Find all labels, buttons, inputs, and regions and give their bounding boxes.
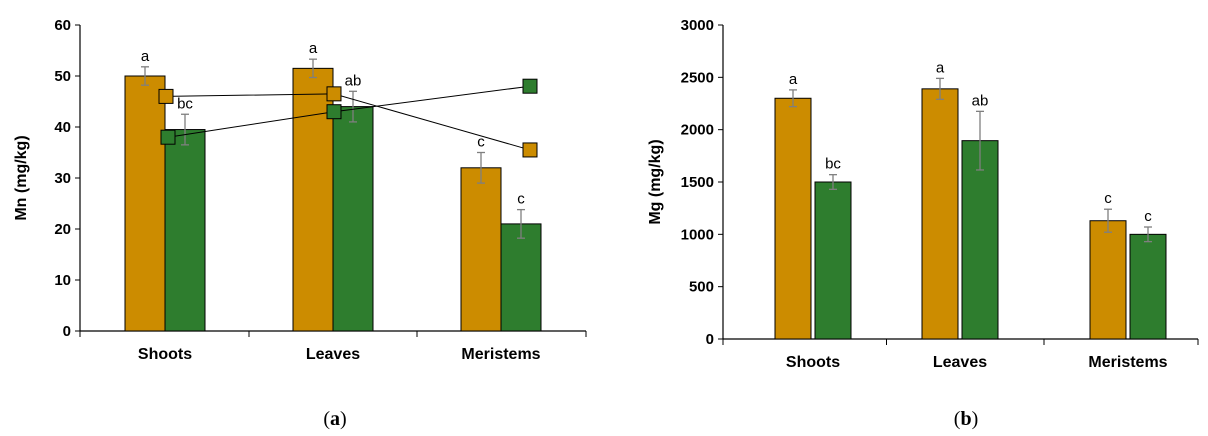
- bar: [1089, 220, 1127, 340]
- data-label: a: [789, 71, 798, 88]
- y-tick-label: 40: [54, 119, 71, 136]
- bar: [164, 129, 206, 332]
- bar: [921, 88, 959, 340]
- bar: [500, 223, 542, 332]
- y-tick-label: 1000: [681, 226, 714, 243]
- line-marker: [522, 78, 538, 94]
- y-axis-label: Mn (mg/kg): [13, 135, 30, 220]
- data-label: bc: [825, 156, 841, 173]
- bar: [774, 97, 812, 340]
- data-label: a: [936, 59, 945, 76]
- data-label: a: [309, 40, 318, 57]
- y-tick-label: 50: [54, 68, 71, 85]
- line-marker: [326, 104, 342, 120]
- chart-panel-b: 0 500 1000 1500 2000 2500 3000 Shoots Leaves Meri…: [647, 17, 1199, 430]
- y-tick-label: 1500: [681, 174, 714, 191]
- x-category-label: Leaves: [933, 354, 987, 371]
- bar: [292, 67, 334, 332]
- data-label: c: [1104, 190, 1112, 207]
- line-marker: [158, 88, 174, 104]
- data-label: ab: [345, 72, 362, 89]
- chart-panel-a: 0 10 20 30 40 50 60 Shoots Leaves Meristems Mn (mg…: [13, 17, 587, 430]
- line-marker: [326, 86, 342, 102]
- y-tick-label: 500: [689, 279, 714, 296]
- x-category-label: Meristems: [1088, 354, 1167, 371]
- panel-label: (b): [954, 408, 978, 430]
- data-label: c: [477, 134, 485, 151]
- line-marker: [522, 142, 538, 158]
- x-category-label: Shoots: [138, 346, 192, 363]
- data-label: c: [1144, 208, 1152, 225]
- bar: [961, 140, 999, 340]
- x-category-label: Shoots: [786, 354, 840, 371]
- bar: [124, 75, 166, 332]
- y-tick-label: 3000: [681, 17, 714, 34]
- y-axis-label: Mg (mg/kg): [647, 139, 664, 224]
- x-category-label: Leaves: [306, 346, 360, 363]
- bar: [1129, 233, 1167, 340]
- bar: [460, 167, 502, 332]
- data-label: a: [141, 48, 150, 65]
- y-tick-label: 20: [54, 221, 71, 238]
- panel-label: (a): [323, 408, 346, 430]
- y-tick-label: 2500: [681, 69, 714, 86]
- data-label: ab: [972, 92, 989, 109]
- y-tick-label: 2000: [681, 122, 714, 139]
- y-tick-label: 10: [54, 272, 71, 289]
- y-tick-label: 60: [54, 17, 71, 34]
- data-label: c: [517, 191, 525, 208]
- bar: [332, 106, 374, 332]
- y-tick-label: 30: [54, 170, 71, 187]
- data-label: bc: [177, 95, 193, 112]
- y-tick-label: 0: [706, 331, 714, 348]
- bar: [814, 181, 852, 340]
- x-category-label: Meristems: [461, 346, 540, 363]
- line-marker: [160, 129, 176, 145]
- y-tick-label: 0: [63, 323, 71, 340]
